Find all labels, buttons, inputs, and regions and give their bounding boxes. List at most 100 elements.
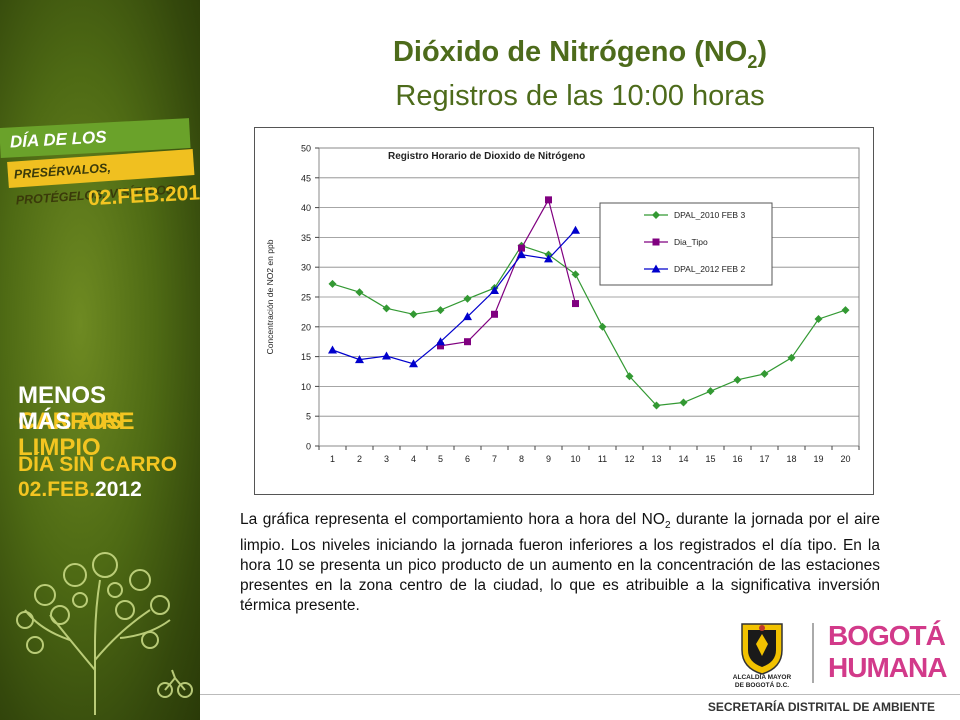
y-tick-label: 0: [306, 442, 311, 452]
series-1-point: [787, 353, 796, 362]
series-2-point: [518, 244, 525, 252]
footer-text: SECRETARÍA DISTRITAL DE AMBIENTE: [707, 700, 935, 714]
series-3-point: [571, 225, 580, 234]
y-tick-label: 15: [301, 352, 311, 362]
chart-description: La gráfica representa el comportamiento …: [240, 510, 880, 616]
y-tick-label: 10: [301, 382, 311, 392]
slogan-line-4: 02.FEB.2012: [18, 477, 142, 503]
series-line-3: [332, 229, 576, 365]
humana-logo-text: HUMANA: [828, 652, 947, 683]
x-tick-label: 4: [411, 454, 416, 464]
series-1-point: [814, 315, 823, 324]
series-3-point: [328, 345, 337, 354]
slogan-1b: CARROS: [18, 408, 123, 435]
alcaldia-label: ALCALDÍA MAYOR DE BOGOTÁ D.C.: [732, 674, 792, 689]
y-axis-label: Concentración de NO2 en ppb: [265, 239, 275, 354]
x-tick-label: 3: [384, 454, 389, 464]
x-tick-label: 6: [465, 454, 470, 464]
x-tick-label: 12: [624, 454, 634, 464]
slogan-2b: AIRE LIMPIO: [18, 408, 135, 461]
series-1-point: [463, 294, 472, 303]
series-1-point: [760, 369, 769, 378]
y-tick-label: 30: [301, 263, 311, 273]
series-2-point: [545, 196, 552, 204]
logo-divider: [812, 623, 814, 683]
x-tick-label: 16: [732, 454, 742, 464]
series-3-point: [436, 337, 445, 346]
y-tick-label: 20: [301, 322, 311, 332]
series-2-point: [572, 300, 579, 308]
y-tick-label: 25: [301, 293, 311, 303]
chart-title: Registro Horario de Dioxido de Nitrógeno: [388, 151, 585, 162]
desc-part-1: La gráfica representa el comportamiento …: [240, 511, 665, 528]
series-1-point: [436, 306, 445, 315]
title-text: Dióxido de Nitrógeno (NO: [392, 36, 748, 68]
series-1-point: [571, 270, 580, 279]
slogan-4b: 2012: [95, 478, 142, 501]
series-1-point: [409, 310, 418, 319]
desc-subscript: 2: [664, 520, 671, 532]
x-tick-label: 11: [598, 454, 607, 464]
series-3-point: [463, 312, 472, 321]
series-3-point: [355, 355, 364, 364]
bogota-crest-icon: [741, 623, 783, 675]
slogan-1a: MENOS: [18, 382, 107, 409]
x-tick-label: 5: [438, 454, 443, 464]
slogan-line-3: DÍA SIN CARRO: [18, 453, 178, 476]
series-3-point: [517, 250, 526, 259]
x-tick-label: 8: [519, 454, 524, 464]
y-tick-label: 35: [301, 233, 311, 243]
legend-label-2: Dia_Tipo: [674, 237, 708, 247]
y-tick-label: 50: [301, 144, 311, 154]
series-1-point: [841, 306, 850, 315]
x-tick-label: 9: [546, 454, 551, 464]
chart-frame: 0 5 10 15 20 25 30 35 40 45 50 1 2 3 4 5 6 7 8 9 10 11 12 13 14 1…: [254, 127, 874, 495]
series-1-point: [733, 375, 742, 384]
legend-label-3: DPAL_2012 FEB 2: [674, 264, 745, 274]
slogan-2a: MÁS: [18, 408, 78, 435]
logo-group: ALCALDÍA MAYOR DE BOGOTÁ D.C. BOGOTÁ HUM…: [730, 618, 948, 693]
y-tick-label: 5: [306, 412, 311, 422]
legend-box: [599, 202, 773, 286]
title-close: ): [757, 36, 768, 68]
legend-marker-3: [651, 264, 661, 273]
page-subtitle: Registros de las 10:00 horas: [395, 80, 765, 112]
series-2-point: [491, 310, 498, 318]
x-tick-label: 20: [840, 454, 850, 464]
series-1-point: [355, 288, 364, 297]
x-tick-label: 13: [651, 454, 661, 464]
legend-label-1: DPAL_2010 FEB 3: [674, 210, 745, 220]
series-1-point: [706, 387, 715, 396]
series-1-point: [679, 398, 688, 407]
slogan-4a: 02.FEB.: [18, 478, 96, 501]
x-tick-label: 7: [492, 454, 497, 464]
legend-marker-1: [652, 211, 660, 219]
series-3-point: [409, 359, 418, 368]
legend-marker-2: [652, 238, 660, 246]
series-1-point: [328, 279, 337, 288]
bogota-logo-text: BOGOTÁ: [828, 620, 946, 651]
title-subscript: 2: [747, 51, 758, 72]
series-2-point: [464, 338, 471, 346]
y-tick-label: 45: [301, 173, 311, 183]
x-tick-label: 15: [705, 454, 715, 464]
x-tick-label: 19: [813, 454, 823, 464]
series-3-point: [382, 351, 391, 360]
x-tick-label: 18: [786, 454, 796, 464]
series-line-1: [332, 244, 846, 407]
x-tick-label: 10: [570, 454, 580, 464]
tree-bicycles-illustration: [16, 552, 193, 715]
slogan-line-2: MÁS AIRE LIMPIO: [18, 409, 200, 461]
desc-part-2: durante la jornada por el aire limpio. L…: [240, 511, 880, 615]
slogan-line-1: MENOS CARROS: [18, 383, 200, 435]
series-line-2: [440, 198, 577, 347]
series-2-point: [437, 342, 444, 350]
page-title: Dióxido de Nitrógeno (NO2): [200, 36, 960, 73]
x-tick-label: 14: [678, 454, 688, 464]
x-tick-label: 2: [357, 454, 362, 464]
series-3-point: [490, 285, 499, 294]
series-1-point: [652, 401, 661, 410]
y-tick-label: 40: [301, 203, 311, 213]
footer-divider: [200, 694, 960, 695]
